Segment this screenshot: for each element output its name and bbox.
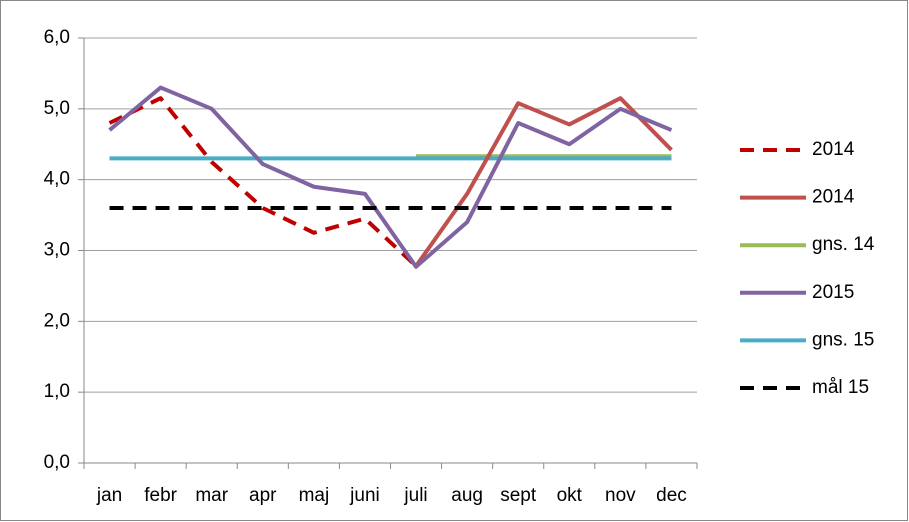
series-line [414, 96, 673, 268]
series-line [108, 85, 673, 269]
y-tick-label: 2,0 [44, 310, 70, 331]
x-tick-label: febr [144, 485, 177, 506]
y-tick-label: 1,0 [44, 381, 70, 402]
x-tick-label: okt [557, 485, 583, 506]
x-tick-label: sept [500, 485, 537, 506]
x-tick-label: aug [451, 485, 483, 506]
y-tick-label: 6,0 [44, 27, 70, 48]
y-tick-label: 3,0 [44, 240, 70, 261]
x-tick-label: mar [195, 485, 228, 506]
x-tick-label: maj [299, 485, 330, 506]
legend-label: 2014 [812, 139, 855, 160]
legend-label: 2014 [812, 187, 855, 208]
x-tick-label: jan [96, 485, 122, 506]
x-tick-label: nov [605, 485, 636, 506]
x-tick-label: juni [349, 485, 380, 506]
x-tick-label: juli [403, 485, 427, 506]
legend-label: 2015 [812, 282, 854, 303]
x-tick-label: dec [656, 485, 687, 506]
legend-label: gns. 14 [812, 234, 875, 255]
series-line [108, 96, 418, 268]
y-tick-label: 5,0 [44, 98, 70, 119]
y-tick-label: 0,0 [44, 452, 70, 473]
legend-label: gns. 15 [812, 329, 874, 350]
y-tick-label: 4,0 [44, 169, 70, 190]
x-tick-label: apr [249, 485, 277, 506]
legend-label: mål 15 [812, 377, 869, 398]
